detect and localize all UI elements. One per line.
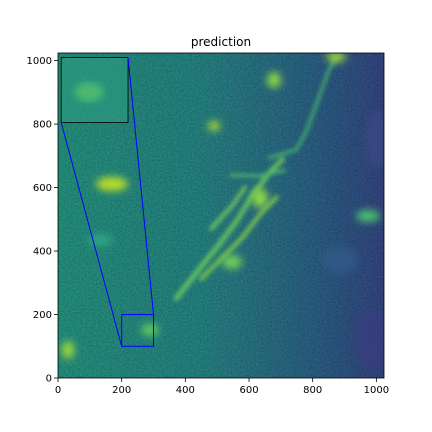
x-tick-label: 400 — [176, 385, 195, 396]
chart-title: prediction — [191, 35, 251, 49]
x-tick-label: 800 — [303, 385, 322, 396]
connector-line — [127, 57, 155, 315]
bright-structures — [173, 57, 338, 302]
x-tick-label: 200 — [112, 385, 131, 396]
zoom-region-box — [121, 314, 155, 347]
connector-line — [60, 122, 123, 347]
y-tick-label: 200 — [33, 310, 52, 321]
plot-frame — [57, 52, 385, 379]
dark-regions — [322, 110, 384, 370]
y-tick-label: 0 — [46, 374, 52, 385]
x-tick-label: 0 — [55, 385, 61, 396]
y-tick-label: 800 — [33, 120, 52, 131]
y-axis: 0 200 400 600 800 1000 — [27, 56, 58, 385]
y-tick-label: 600 — [33, 183, 52, 194]
y-tick-label: 1000 — [27, 56, 52, 67]
y-tick-label: 400 — [33, 247, 52, 258]
x-tick-label: 1000 — [364, 385, 389, 396]
x-axis: 0 200 400 600 800 1000 — [55, 378, 389, 396]
inset-feature — [74, 82, 103, 101]
x-tick-label: 600 — [239, 385, 258, 396]
zoom-layer — [60, 57, 155, 347]
inset-border — [60, 57, 129, 123]
